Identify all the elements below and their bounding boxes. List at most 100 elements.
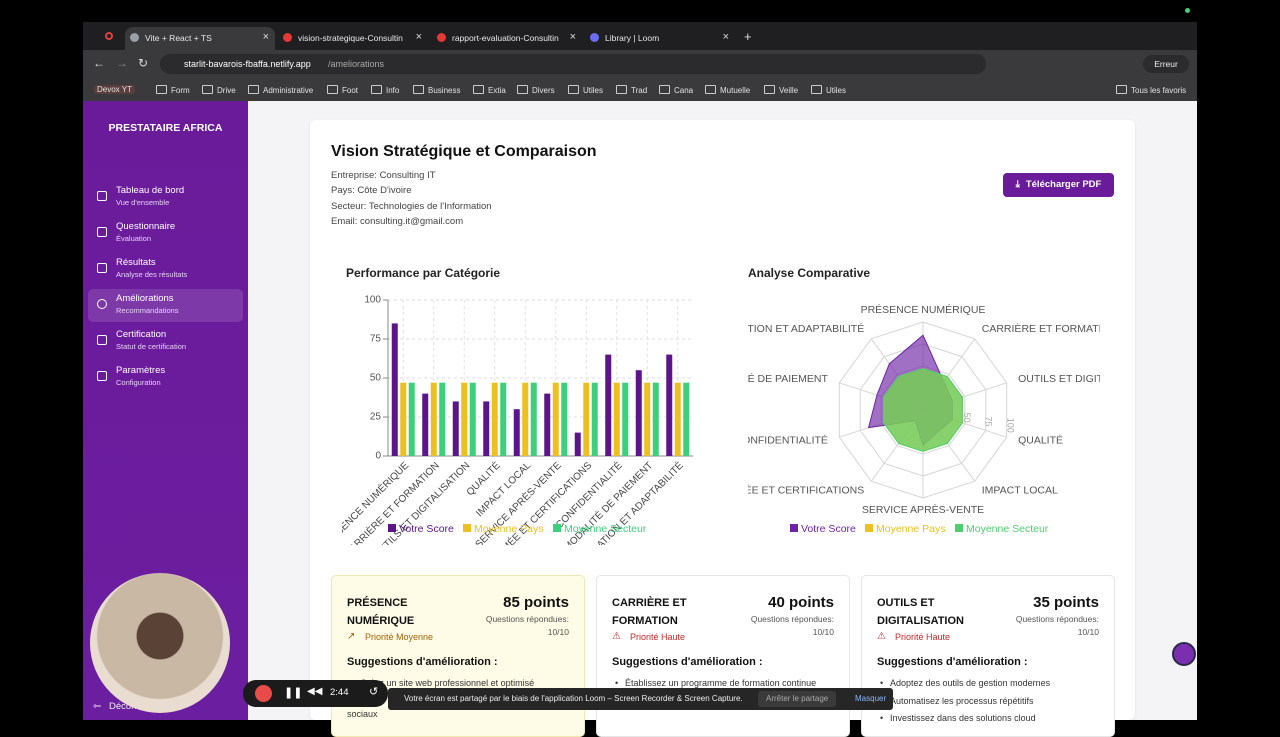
bookmark[interactable]: Foot: [327, 85, 358, 95]
bookmark[interactable]: Utiles: [568, 85, 603, 95]
nav-icon: [97, 227, 107, 237]
y-tick-label: 25: [370, 412, 382, 423]
nav-icon: [97, 335, 107, 345]
floating-widget[interactable]: [1172, 642, 1196, 666]
bookmark-label: Divers: [532, 86, 555, 95]
card-score: 85 points: [503, 594, 569, 611]
nav-item[interactable]: Améliorations Recommandations: [88, 289, 243, 322]
folder-icon: [156, 85, 167, 94]
folder-icon: [764, 85, 775, 94]
radial-tick-label: 100: [1005, 418, 1015, 433]
tab[interactable]: vision-strategique-Consultin ×: [278, 27, 428, 50]
priority: Priorité Haute: [895, 632, 951, 642]
bookmarks-bar: Devox YT Form Drive Administrative Foot Info B…: [83, 78, 1197, 102]
bookmark[interactable]: Cana: [659, 85, 693, 95]
nav-icon: [97, 299, 107, 309]
bookmark[interactable]: Divers: [517, 85, 555, 95]
tab-close[interactable]: ×: [722, 31, 729, 43]
bookmark-label: Utiles: [826, 86, 847, 95]
new-tab[interactable]: +: [744, 29, 752, 44]
bookmark-label: Trad: [631, 86, 648, 95]
status-dot: [1185, 8, 1190, 13]
nav-sub: Analyse des résultats: [116, 270, 188, 279]
nav-item[interactable]: Tableau de bord Vue d'ensemble: [88, 181, 243, 214]
nav-label: Tableau de bord: [116, 185, 185, 196]
tab[interactable]: Library | Loom ×: [585, 27, 735, 50]
bookmark[interactable]: Veille: [764, 85, 798, 95]
radial-tick-label: 75: [984, 416, 994, 426]
bookmark-label: Extia: [488, 86, 506, 95]
legend-swatch: [865, 524, 873, 532]
card-score: 35 points: [1033, 594, 1099, 611]
bar: [522, 382, 529, 456]
bar: [391, 323, 398, 456]
url-path: /ameliorations: [328, 59, 385, 69]
rewind[interactable]: ◀◀: [307, 686, 323, 697]
tab[interactable]: rapport-evaluation-Consultin ×: [432, 27, 582, 50]
bar: [635, 370, 642, 456]
nav-item[interactable]: Résultats Analyse des résultats: [88, 253, 243, 286]
bookmark[interactable]: Utiles: [811, 85, 846, 95]
axis-label: IMPACT LOCAL: [982, 485, 1058, 497]
nav-item[interactable]: Paramètres Configuration: [88, 361, 243, 394]
tab-close[interactable]: ×: [262, 31, 269, 43]
bookmark-label: Business: [428, 86, 461, 95]
stop-share[interactable]: Arrêter le partage: [758, 691, 837, 707]
pause[interactable]: ❚❚: [284, 687, 303, 699]
radar-chart: 50 75 100 PRÉSENCE NUMÉRIQUE CARRIÈRE ET FOR…: [748, 303, 1100, 535]
bookmark[interactable]: Extia: [473, 85, 506, 95]
download-button[interactable]: ⤓ Télécharger PDF: [1003, 173, 1114, 197]
brand: PRESTATAIRE AFRICA: [108, 122, 223, 134]
address-field[interactable]: starlit-bavarois-fbaffa.netlify.app /ame…: [160, 54, 986, 74]
y-tick-label: 100: [364, 295, 381, 306]
folder-icon: [371, 85, 382, 94]
nav-label: Certification: [116, 329, 167, 340]
bookmark[interactable]: Trad: [616, 85, 647, 95]
tab-icon: [437, 33, 446, 42]
bookmark-label: Tous les favoris: [1131, 86, 1187, 95]
bar: [400, 382, 407, 456]
legend-swatch: [955, 524, 963, 532]
legend-label: Moyenne Secteur: [966, 523, 1049, 535]
bar: [452, 401, 459, 456]
bookmark[interactable]: Devox YT: [94, 85, 135, 94]
stop-record[interactable]: [255, 685, 272, 702]
bar: [461, 382, 468, 456]
detail: Secteur: Technologies de l'Information: [331, 201, 492, 212]
back[interactable]: ←: [93, 56, 105, 70]
nav-item[interactable]: Certification Statut de certification: [88, 325, 243, 358]
bookmark[interactable]: Administrative: [248, 85, 313, 95]
reload[interactable]: ↻: [138, 56, 149, 70]
nav-item[interactable]: Questionnaire Évaluation: [88, 217, 243, 250]
bookmark[interactable]: Mutuelle: [705, 85, 750, 95]
profile-status[interactable]: Erreur: [1143, 55, 1189, 73]
folder-icon: [202, 85, 213, 94]
hide-banner[interactable]: Masquer: [855, 694, 887, 703]
bookmark[interactable]: Info: [371, 85, 399, 95]
forward[interactable]: →: [116, 56, 128, 70]
tab-icon: [283, 33, 292, 42]
legend-swatch: [553, 524, 561, 532]
suggestion: Créez un site web professionnel et optim…: [360, 678, 535, 688]
nav-sub: Statut de certification: [116, 342, 187, 351]
bookmark[interactable]: Form: [156, 85, 190, 95]
restart[interactable]: ↺: [369, 686, 379, 698]
record-indicator: [105, 32, 113, 40]
bar: [483, 401, 490, 456]
tab[interactable]: Vite + React + TS ×: [125, 27, 275, 50]
tab-close[interactable]: ×: [569, 31, 576, 43]
bookmark-label: Form: [171, 86, 190, 95]
all-bookmarks[interactable]: Tous les favoris: [1116, 85, 1186, 95]
bookmark[interactable]: Drive: [202, 85, 236, 95]
bookmark-label: Veille: [779, 86, 799, 95]
bullet: •: [615, 678, 619, 688]
tab-close[interactable]: ×: [415, 31, 422, 43]
bar: [591, 382, 598, 456]
bar: [644, 382, 651, 456]
bookmark-label: Drive: [217, 86, 236, 95]
bar: [652, 382, 659, 456]
x-tick-label: IMPACT LOCAL: [474, 460, 533, 519]
suggestions-title: Suggestions d'amélioration :: [877, 656, 1028, 668]
bookmark[interactable]: Business: [413, 85, 460, 95]
